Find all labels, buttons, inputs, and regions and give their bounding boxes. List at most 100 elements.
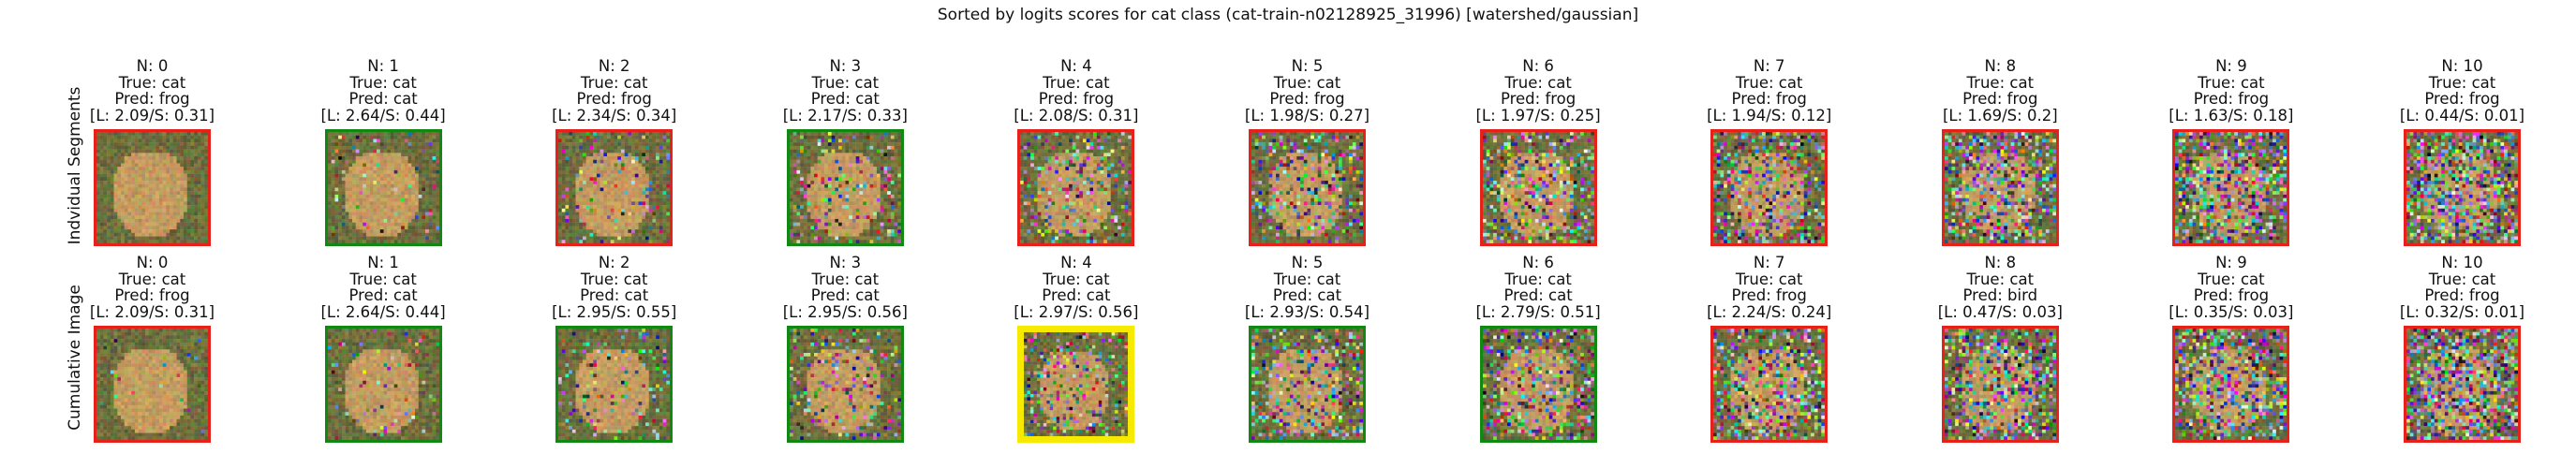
thumbnail-cell: N: 10 True: cat Pred: frog [L: 0.44/S: 0.01… [2400, 58, 2524, 246]
cat-image-thumbnail [1710, 129, 1828, 246]
cat-image-thumbnail [324, 326, 442, 443]
thumbnail-cell: N: 9 True: cat Pred: frog [L: 0.35/S: 0.03] [2169, 255, 2293, 443]
caption-n: N: 6 [1443, 58, 1635, 75]
cat-image-thumbnail [94, 326, 211, 443]
caption-true: True: cat [980, 271, 1172, 288]
caption-pred: Pred: cat [1211, 287, 1403, 304]
cat-image-thumbnail [324, 129, 442, 246]
cat-image-thumbnail [2172, 129, 2290, 246]
thumbnail-cell: N: 6 True: cat Pred: frog [L: 1.97/S: 0.25] [1476, 58, 1601, 246]
caption-n: N: 6 [1443, 255, 1635, 271]
thumbnail-cell: N: 10 True: cat Pred: frog [L: 0.32/S: 0.01… [2400, 255, 2524, 443]
caption-pred: Pred: cat [1443, 287, 1635, 304]
caption-true: True: cat [56, 271, 248, 288]
cat-image [558, 329, 671, 440]
caption-pred: Pred: frog [56, 91, 248, 108]
caption-pred: Pred: cat [518, 287, 710, 304]
caption-pred: Pred: cat [980, 287, 1172, 304]
cat-image [327, 132, 439, 243]
caption-pred: Pred: frog [56, 287, 248, 304]
thumbnail-caption: N: 8 True: cat Pred: bird [L: 0.47/S: 0.03] [1904, 255, 2096, 320]
caption-pred: Pred: cat [749, 287, 941, 304]
caption-true: True: cat [56, 74, 248, 92]
caption-true: True: cat [1673, 271, 1865, 288]
caption-pred: Pred: frog [980, 91, 1172, 108]
cat-image-thumbnail [555, 326, 674, 443]
thumbnail-cell: N: 9 True: cat Pred: frog [L: 1.63/S: 0.18] [2169, 58, 2293, 246]
thumbnail-cell: N: 6 True: cat Pred: cat [L: 2.79/S: 0.51] [1476, 255, 1601, 443]
caption-scores: [L: 2.64/S: 0.44] [288, 303, 480, 321]
caption-true: True: cat [980, 74, 1172, 92]
caption-pred: Pred: frog [1673, 91, 1865, 108]
caption-pred: Pred: frog [1673, 287, 1865, 304]
thumbnail-caption: N: 5 True: cat Pred: cat [L: 2.93/S: 0.54] [1211, 255, 1403, 320]
cat-image [1713, 329, 1826, 440]
caption-true: True: cat [749, 74, 941, 92]
caption-true: True: cat [288, 271, 480, 288]
cat-image [558, 132, 671, 243]
caption-n: N: 1 [288, 255, 480, 271]
caption-scores: [L: 1.63/S: 0.18] [2135, 107, 2327, 124]
caption-scores: [L: 0.44/S: 0.01] [2366, 107, 2558, 124]
cat-image-thumbnail [1710, 326, 1828, 443]
caption-scores: [L: 2.95/S: 0.55] [518, 303, 710, 321]
thumbnail-caption: N: 0 True: cat Pred: frog [L: 2.09/S: 0.31] [56, 58, 248, 124]
caption-pred: Pred: frog [2135, 91, 2327, 108]
caption-pred: Pred: frog [1904, 91, 2096, 108]
thumbnail-cell: N: 8 True: cat Pred: frog [L: 1.69/S: 0.2] [1941, 58, 2059, 246]
caption-n: N: 3 [749, 58, 941, 75]
thumbnail-caption: N: 2 True: cat Pred: cat [L: 2.95/S: 0.55] [518, 255, 710, 320]
caption-n: N: 10 [2366, 255, 2558, 271]
thumbnail-cell: N: 3 True: cat Pred: cat [L: 2.17/S: 0.33] [783, 58, 908, 246]
caption-true: True: cat [1211, 271, 1403, 288]
caption-scores: [L: 2.24/S: 0.24] [1673, 303, 1865, 321]
caption-true: True: cat [1904, 74, 2096, 92]
caption-scores: [L: 2.09/S: 0.31] [56, 303, 248, 321]
thumbnail-caption: N: 0 True: cat Pred: frog [L: 2.09/S: 0.31] [56, 255, 248, 320]
cat-image [2406, 329, 2518, 440]
caption-true: True: cat [2135, 271, 2327, 288]
thumbnail-cell: N: 7 True: cat Pred: frog [L: 1.94/S: 0.12] [1707, 58, 1831, 246]
thumbnail-cell: N: 0 True: cat Pred: frog [L: 2.09/S: 0.31] [90, 255, 215, 443]
caption-true: True: cat [1443, 271, 1635, 288]
cat-image [2175, 329, 2287, 440]
cat-image-thumbnail [1479, 326, 1597, 443]
caption-n: N: 10 [2366, 58, 2558, 75]
caption-n: N: 7 [1673, 255, 1865, 271]
thumbnail-caption: N: 7 True: cat Pred: frog [L: 1.94/S: 0.12] [1673, 58, 1865, 124]
caption-scores: [L: 2.93/S: 0.54] [1211, 303, 1403, 321]
cat-image [1482, 132, 1594, 243]
caption-n: N: 9 [2135, 58, 2327, 75]
caption-true: True: cat [1673, 74, 1865, 92]
thumbnail-caption: N: 9 True: cat Pred: frog [L: 0.35/S: 0.03] [2135, 255, 2327, 320]
cat-image-thumbnail [2404, 326, 2521, 443]
cat-image [96, 132, 208, 243]
cat-image-thumbnail [1941, 129, 2059, 246]
thumbnail-cell: N: 8 True: cat Pred: bird [L: 0.47/S: 0.03] [1938, 255, 2063, 443]
caption-scores: [L: 2.97/S: 0.56] [980, 303, 1172, 321]
cat-image [2406, 132, 2518, 243]
figure-title: Sorted by logits scores for cat class (c… [0, 6, 2576, 24]
thumbnail-caption: N: 10 True: cat Pred: frog [L: 0.32/S: 0.01… [2366, 255, 2558, 320]
cat-image [1251, 329, 1363, 440]
caption-pred: Pred: frog [2135, 287, 2327, 304]
cat-image [1713, 132, 1826, 243]
caption-scores: [L: 1.98/S: 0.27] [1211, 107, 1403, 124]
caption-scores: [L: 2.95/S: 0.56] [749, 303, 941, 321]
thumbnail-caption: N: 2 True: cat Pred: frog [L: 2.34/S: 0.34] [518, 58, 710, 124]
cat-image [2175, 132, 2287, 243]
thumbnail-caption: N: 8 True: cat Pred: frog [L: 1.69/S: 0.2] [1904, 58, 2096, 124]
cat-image-thumbnail [1249, 129, 1366, 246]
caption-scores: [L: 0.32/S: 0.01] [2366, 303, 2558, 321]
caption-scores: [L: 2.08/S: 0.31] [980, 107, 1172, 124]
caption-pred: Pred: frog [2366, 287, 2558, 304]
cat-image-thumbnail [1249, 326, 1366, 443]
cat-image [1024, 332, 1129, 436]
caption-pred: Pred: cat [288, 91, 480, 108]
caption-pred: Pred: bird [1904, 287, 2096, 304]
caption-pred: Pred: cat [288, 287, 480, 304]
caption-n: N: 8 [1904, 58, 2096, 75]
thumbnail-caption: N: 10 True: cat Pred: frog [L: 0.44/S: 0.01… [2366, 58, 2558, 124]
caption-scores: [L: 1.69/S: 0.2] [1904, 107, 2096, 124]
caption-n: N: 7 [1673, 58, 1865, 75]
